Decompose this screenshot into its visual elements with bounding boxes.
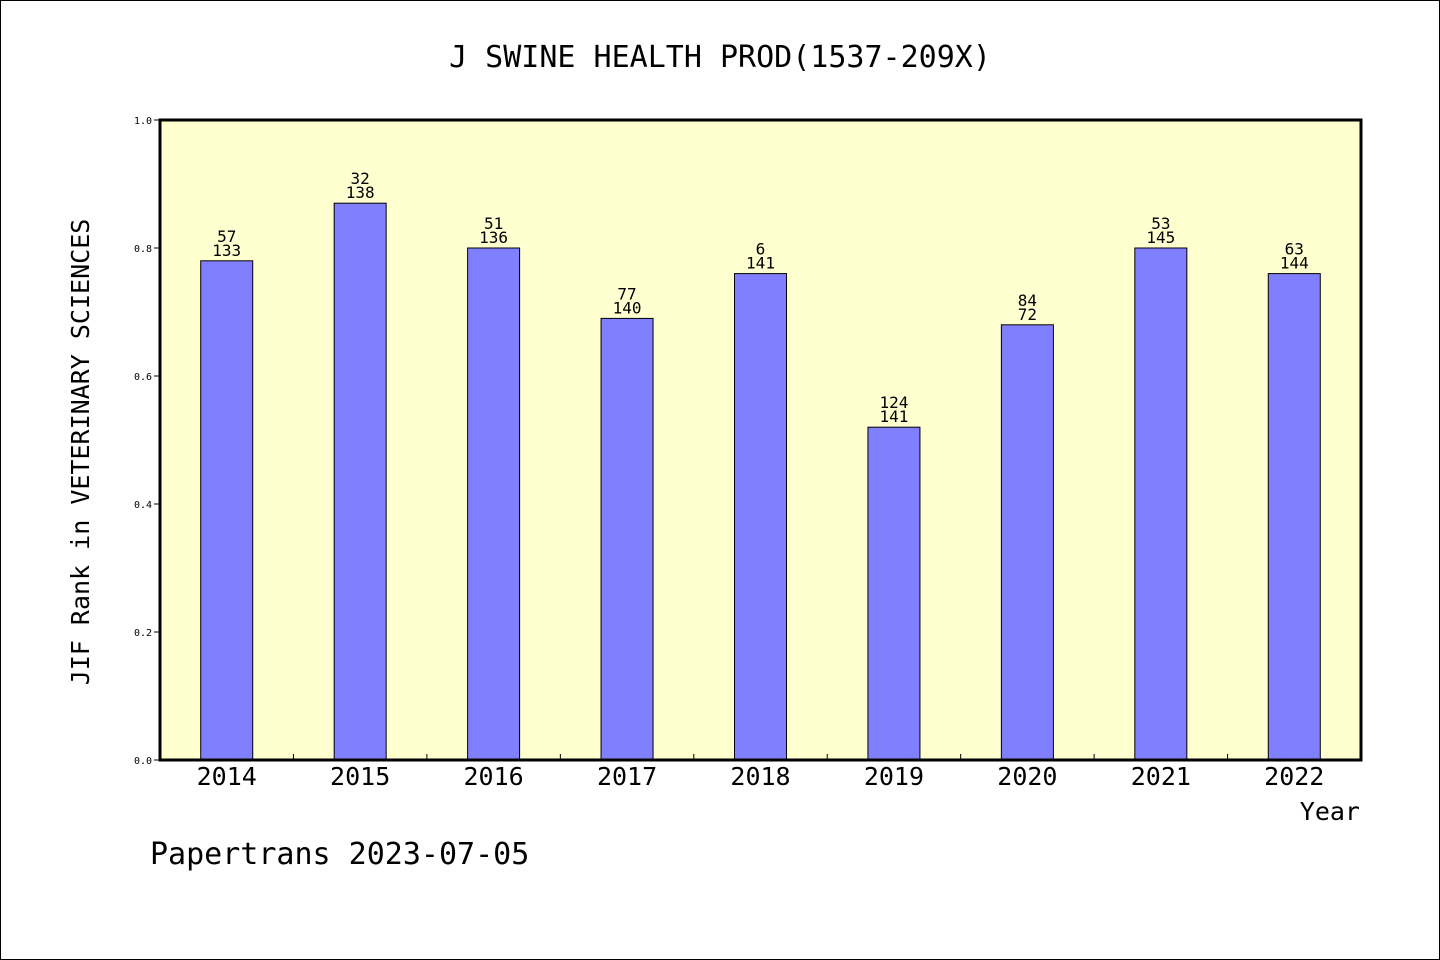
x-tick-label-2022: 2022 (1264, 762, 1324, 791)
bar-2014 (200, 260, 254, 761)
data-label-2022-bottom: 144 (1280, 254, 1309, 273)
y-axis: 0.0 0.2 0.4 0.6 0.8 1.0 (134, 116, 160, 767)
x-tick-label-2017: 2017 (597, 762, 657, 791)
y-tick-label: 0.8 (134, 244, 152, 255)
data-label-2021-top: 53 (1151, 214, 1170, 233)
data-label-2019-bottom: 141 (879, 407, 908, 426)
x-tick-label-2021: 2021 (1131, 762, 1191, 791)
bars-group (200, 202, 1321, 761)
y-tick-label: 0.0 (134, 756, 152, 767)
data-label-2022-top: 63 (1285, 240, 1304, 259)
y-axis-label: JIF Rank in VETERINARY SCIENCES (66, 219, 95, 686)
x-axis-label: Year (1300, 797, 1360, 826)
bar-2020 (1000, 324, 1054, 761)
data-label-2018-top: 6 (756, 240, 766, 259)
data-label-2020-top: 84 (1018, 291, 1037, 310)
data-labels-group: 5713332138511367714061411241418472531456… (212, 169, 1308, 426)
data-label-2020-bottom: 72 (1018, 305, 1037, 324)
bar-2015 (333, 202, 387, 761)
y-tick-label: 0.4 (134, 500, 152, 511)
bar-2019 (867, 426, 921, 761)
footer-credit: Papertrans 2023-07-05 (150, 837, 529, 872)
y-tick-label: 0.6 (134, 372, 152, 383)
bar-2022 (1267, 273, 1321, 761)
data-label-2017-top: 77 (617, 284, 636, 303)
bar-2016 (467, 247, 521, 761)
data-label-2015-top: 32 (351, 169, 370, 188)
data-label-2016-top: 51 (484, 214, 503, 233)
plot-border (158, 118, 1363, 762)
x-tick-label-2015: 2015 (330, 762, 390, 791)
data-label-2014-bottom: 133 (212, 241, 241, 260)
x-tick-label-2018: 2018 (730, 762, 790, 791)
bar-2018 (734, 273, 787, 761)
x-axis: 2014 2015 2016 2017 2018 2019 2020 2021 2022 (197, 754, 1324, 791)
chart-title: J SWINE HEALTH PROD(1537-209X) (449, 40, 991, 75)
y-tick-label: 1.0 (134, 116, 152, 127)
bar-2021 (1134, 247, 1188, 761)
data-label-2014-top: 57 (217, 227, 236, 246)
data-label-2015-bottom: 138 (346, 183, 375, 202)
bar-2017 (600, 317, 654, 761)
data-label-2021-bottom: 145 (1146, 228, 1175, 247)
x-tick-label-2014: 2014 (197, 762, 257, 791)
data-label-2016-bottom: 136 (479, 228, 508, 247)
data-label-2019-top: 124 (879, 393, 908, 412)
y-tick-label: 0.2 (134, 628, 152, 639)
data-label-2018-bottom: 141 (746, 254, 775, 273)
data-label-2017-bottom: 140 (613, 298, 642, 317)
x-tick-label-2019: 2019 (864, 762, 924, 791)
x-tick-label-2020: 2020 (997, 762, 1057, 791)
x-tick-label-2016: 2016 (464, 762, 524, 791)
